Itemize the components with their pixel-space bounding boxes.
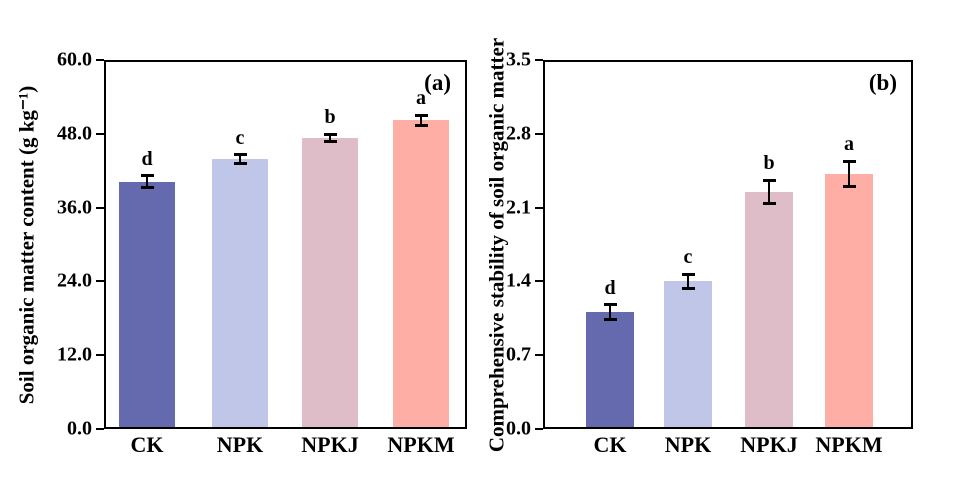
panel-b-plot-area — [543, 60, 913, 429]
x-category-label-npkm: NPKM — [387, 432, 455, 457]
panel-a-label: (a) — [424, 70, 451, 95]
x-category-label-npkm: NPKM — [815, 432, 883, 457]
x-category-label-npkj: NPKJ — [301, 432, 359, 457]
error-bar-npkm — [848, 161, 850, 187]
y-tick-label: 2.8 — [506, 122, 531, 145]
y-tick-label: 48.0 — [57, 122, 92, 145]
error-bar-cap-top-npkm — [842, 159, 856, 163]
significance-letter-npk: c — [683, 246, 693, 269]
x-category-label-npk: NPK — [664, 432, 712, 457]
error-bar-cap-bottom-ck — [603, 317, 617, 321]
bar-npkj — [302, 138, 358, 427]
error-bar-cap-top-ck — [603, 303, 617, 307]
y-tick-label: 0.0 — [506, 417, 531, 440]
error-bar-cap-bottom-npkj — [323, 140, 337, 144]
panel-b-y-axis-label: Comprehensive stability of soil organic … — [484, 37, 509, 452]
error-bar-cap-top-npk — [681, 272, 695, 276]
x-category-label-ck: CK — [130, 432, 164, 457]
significance-letter-npkm: a — [844, 133, 854, 156]
y-tick-mark — [96, 59, 104, 61]
error-bar-cap-top-npk — [233, 153, 247, 157]
error-bar-cap-bottom-npk — [233, 161, 247, 165]
error-bar-npkj — [768, 180, 770, 204]
bar-ck — [119, 181, 175, 427]
significance-letter-npkj: b — [763, 152, 775, 175]
y-tick-label: 36.0 — [57, 196, 92, 219]
y-tick-mark — [96, 354, 104, 357]
y-tick-mark — [535, 428, 543, 430]
y-tick-label: 2.1 — [506, 196, 531, 219]
error-bar-npk — [239, 154, 241, 164]
y-tick-label: 1.4 — [506, 269, 531, 292]
y-tick-mark — [96, 280, 104, 283]
panel-a-plot-area — [104, 60, 467, 429]
y-tick-label: 12.0 — [57, 343, 92, 366]
bar-npkj — [745, 191, 793, 427]
significance-letter-npk: c — [235, 126, 245, 149]
bar-npk — [212, 159, 268, 427]
significance-letter-npkm: a — [416, 87, 426, 110]
error-bar-cap-top-npkj — [762, 178, 776, 182]
error-bar-npkj — [329, 134, 331, 142]
error-bar-cap-top-ck — [140, 174, 154, 178]
significance-letter-ck: d — [604, 276, 616, 299]
error-bar-cap-top-npkm — [414, 113, 428, 117]
y-tick-mark — [535, 354, 543, 357]
y-tick-label: 60.0 — [57, 48, 92, 71]
y-tick-mark — [535, 206, 543, 209]
bar-npkm — [825, 173, 873, 427]
y-tick-mark — [535, 132, 543, 135]
significance-letter-ck: d — [141, 147, 153, 170]
error-bar-cap-bottom-npkj — [762, 201, 776, 205]
error-bar-cap-top-npkj — [323, 132, 337, 136]
y-tick-mark — [535, 280, 543, 283]
error-bar-npk — [687, 274, 689, 289]
y-tick-label: 3.5 — [506, 48, 531, 71]
x-category-label-ck: CK — [593, 432, 627, 457]
panel-b-label: (b) — [868, 70, 897, 95]
x-category-label-npk: NPK — [216, 432, 264, 457]
y-tick-label: 0.0 — [67, 417, 92, 440]
bar-npk — [664, 281, 712, 427]
y-tick-mark — [96, 206, 104, 209]
error-bar-ck — [609, 304, 611, 320]
x-category-label-npkj: NPKJ — [740, 432, 798, 457]
significance-letter-npkj: b — [324, 106, 336, 129]
error-bar-cap-bottom-ck — [140, 186, 154, 190]
bar-npkm — [393, 120, 449, 427]
error-bar-cap-bottom-npkm — [842, 185, 856, 188]
y-tick-label: 0.7 — [506, 343, 531, 366]
error-bar-npkm — [420, 115, 422, 126]
error-bar-ck — [146, 175, 148, 188]
bar-ck — [586, 311, 634, 427]
y-tick-mark — [96, 132, 104, 135]
y-tick-mark — [535, 59, 543, 61]
error-bar-cap-bottom-npkm — [414, 123, 428, 127]
y-tick-label: 24.0 — [57, 269, 92, 292]
error-bar-cap-bottom-npk — [681, 287, 695, 291]
y-tick-mark — [96, 428, 104, 430]
